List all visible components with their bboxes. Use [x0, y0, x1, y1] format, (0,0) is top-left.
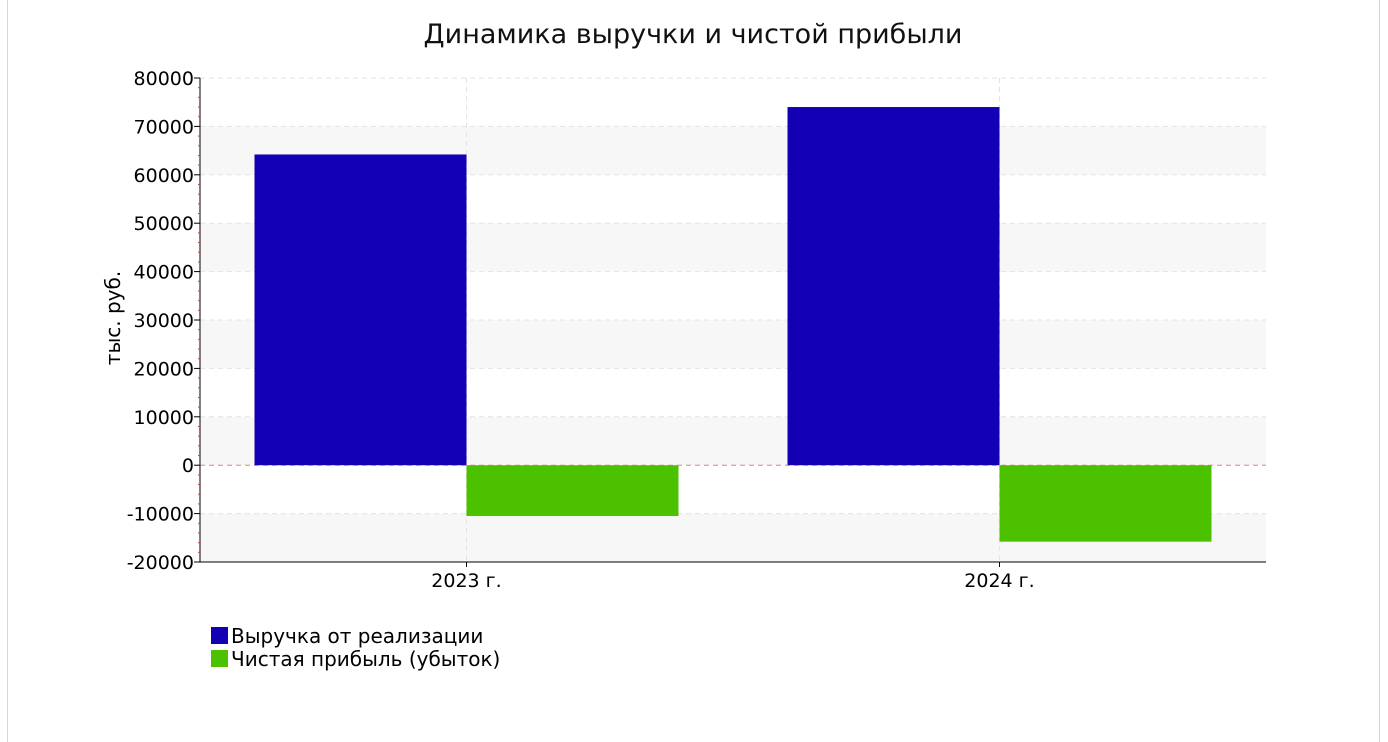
bar-revenue-1 — [254, 154, 467, 466]
y-axis-label: тыс. руб. — [101, 271, 125, 365]
legend-label: Выручка от реализации — [231, 624, 483, 648]
x-tick-label: 2024 г. — [964, 570, 1034, 592]
legend-swatch — [211, 627, 228, 644]
y-tick-label: 0 — [182, 455, 194, 477]
y-tick-label: 50000 — [134, 213, 194, 235]
y-tick-label: 70000 — [134, 116, 194, 138]
y-tick-label: -20000 — [127, 552, 194, 574]
bar-net-profit-1 — [466, 465, 679, 517]
chart-frame — [7, 0, 1380, 742]
bar-revenue-2 — [787, 107, 1000, 466]
y-tick-label: 10000 — [134, 407, 194, 429]
chart-title: Динамика выручки и чистой прибыли — [424, 19, 963, 50]
x-tick-label: 2023 г. — [431, 570, 501, 592]
y-tick-label: 60000 — [134, 165, 194, 187]
bar-net-profit-2 — [999, 465, 1212, 542]
y-tick-label: 20000 — [134, 358, 194, 380]
legend-label: Чистая прибыль (убыток) — [231, 647, 500, 671]
legend-swatch — [211, 650, 228, 667]
y-tick-label: 40000 — [134, 262, 194, 284]
y-tick-label: 80000 — [134, 68, 194, 90]
plot-area: 80000 70000 60000 50000 40000 30000 20000 10000… — [127, 68, 1266, 592]
y-tick-label: 30000 — [134, 310, 194, 332]
y-tick-label: -10000 — [127, 504, 194, 526]
